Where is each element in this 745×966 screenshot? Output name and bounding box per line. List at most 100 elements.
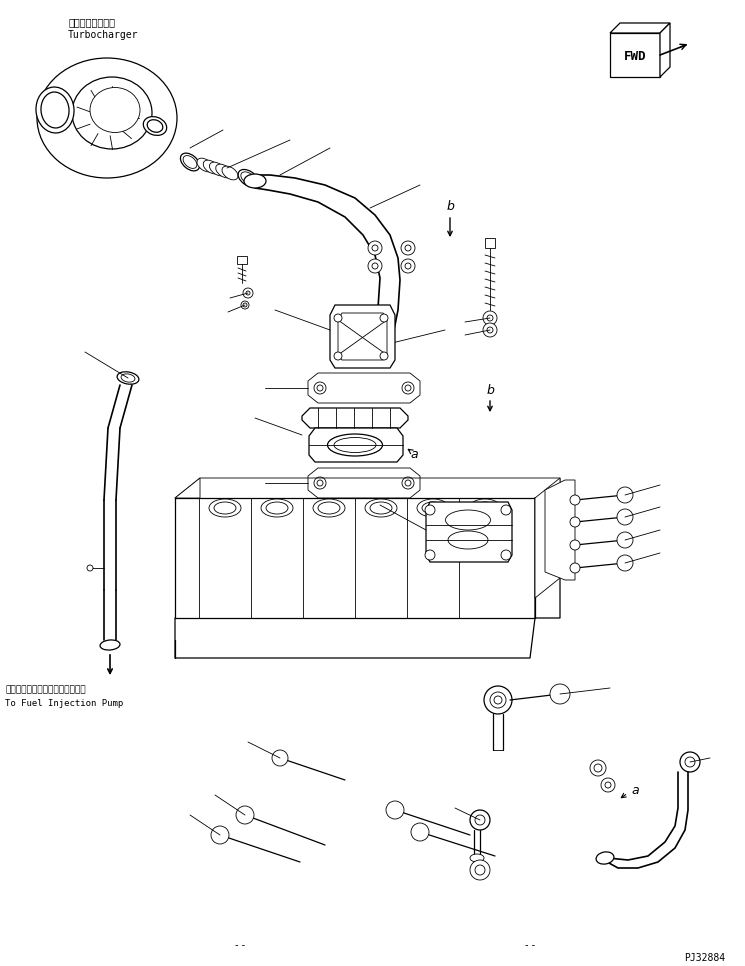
- Circle shape: [617, 487, 633, 503]
- Circle shape: [317, 480, 323, 486]
- Circle shape: [401, 241, 415, 255]
- Circle shape: [368, 241, 382, 255]
- Ellipse shape: [470, 854, 484, 862]
- Polygon shape: [660, 23, 670, 77]
- Ellipse shape: [183, 156, 197, 168]
- Ellipse shape: [203, 160, 219, 174]
- Ellipse shape: [41, 92, 69, 128]
- Ellipse shape: [244, 174, 266, 188]
- Circle shape: [550, 684, 570, 704]
- Circle shape: [105, 106, 119, 120]
- Ellipse shape: [266, 502, 288, 514]
- Ellipse shape: [143, 117, 167, 135]
- Circle shape: [617, 509, 633, 525]
- Ellipse shape: [36, 87, 74, 133]
- Circle shape: [617, 555, 633, 571]
- Circle shape: [402, 477, 414, 489]
- Ellipse shape: [209, 499, 241, 517]
- Ellipse shape: [148, 120, 163, 132]
- Circle shape: [490, 692, 506, 708]
- Circle shape: [594, 764, 602, 772]
- Ellipse shape: [474, 502, 496, 514]
- Circle shape: [241, 301, 249, 309]
- Circle shape: [570, 540, 580, 550]
- Circle shape: [243, 288, 253, 298]
- Circle shape: [317, 385, 323, 391]
- Text: - -: - -: [235, 940, 245, 950]
- Ellipse shape: [446, 510, 490, 530]
- Ellipse shape: [90, 88, 140, 132]
- Text: Turbocharger: Turbocharger: [68, 30, 139, 40]
- Text: a: a: [631, 783, 638, 797]
- Text: - -: - -: [525, 940, 535, 950]
- Polygon shape: [338, 313, 387, 360]
- Circle shape: [425, 505, 435, 515]
- Circle shape: [401, 259, 415, 273]
- Circle shape: [501, 505, 511, 515]
- Ellipse shape: [313, 499, 345, 517]
- Circle shape: [87, 565, 93, 571]
- Circle shape: [236, 806, 254, 824]
- Circle shape: [484, 686, 512, 714]
- Circle shape: [386, 801, 404, 819]
- Circle shape: [487, 315, 493, 321]
- Polygon shape: [308, 373, 420, 403]
- Circle shape: [334, 352, 342, 360]
- Circle shape: [425, 550, 435, 560]
- Polygon shape: [175, 478, 200, 498]
- Circle shape: [411, 823, 429, 841]
- Circle shape: [617, 532, 633, 548]
- Circle shape: [605, 782, 611, 788]
- Polygon shape: [535, 478, 560, 598]
- Polygon shape: [330, 305, 395, 368]
- Polygon shape: [308, 468, 420, 498]
- Ellipse shape: [209, 162, 226, 176]
- Ellipse shape: [261, 499, 293, 517]
- Ellipse shape: [72, 77, 152, 149]
- Circle shape: [570, 495, 580, 505]
- Circle shape: [243, 303, 247, 307]
- Ellipse shape: [417, 499, 449, 517]
- Circle shape: [570, 517, 580, 527]
- Ellipse shape: [469, 499, 501, 517]
- Circle shape: [470, 810, 490, 830]
- Polygon shape: [309, 428, 403, 462]
- Ellipse shape: [596, 852, 614, 865]
- Text: b: b: [446, 201, 454, 213]
- Polygon shape: [610, 23, 670, 33]
- Circle shape: [368, 259, 382, 273]
- Polygon shape: [426, 502, 512, 562]
- Circle shape: [483, 323, 497, 337]
- Ellipse shape: [334, 438, 376, 452]
- Circle shape: [475, 865, 485, 875]
- Circle shape: [405, 480, 411, 486]
- Text: PJ32884: PJ32884: [684, 953, 725, 963]
- Circle shape: [334, 314, 342, 322]
- Polygon shape: [237, 256, 247, 264]
- Circle shape: [483, 311, 497, 325]
- Circle shape: [211, 826, 229, 844]
- Ellipse shape: [197, 158, 213, 172]
- Circle shape: [314, 382, 326, 394]
- Circle shape: [570, 563, 580, 573]
- Circle shape: [475, 815, 485, 825]
- Circle shape: [494, 696, 502, 704]
- Ellipse shape: [180, 154, 200, 171]
- Circle shape: [380, 314, 388, 322]
- Circle shape: [372, 245, 378, 251]
- Polygon shape: [545, 480, 575, 580]
- Ellipse shape: [37, 58, 177, 178]
- Circle shape: [487, 327, 493, 333]
- Ellipse shape: [238, 169, 258, 186]
- Ellipse shape: [214, 502, 236, 514]
- Ellipse shape: [100, 639, 120, 650]
- Circle shape: [380, 352, 388, 360]
- Text: b: b: [486, 384, 494, 396]
- Circle shape: [590, 760, 606, 776]
- Ellipse shape: [370, 502, 392, 514]
- Ellipse shape: [222, 166, 238, 180]
- Circle shape: [402, 382, 414, 394]
- Ellipse shape: [365, 499, 397, 517]
- Text: ターボチャージャ: ターボチャージャ: [68, 17, 115, 27]
- Circle shape: [680, 752, 700, 772]
